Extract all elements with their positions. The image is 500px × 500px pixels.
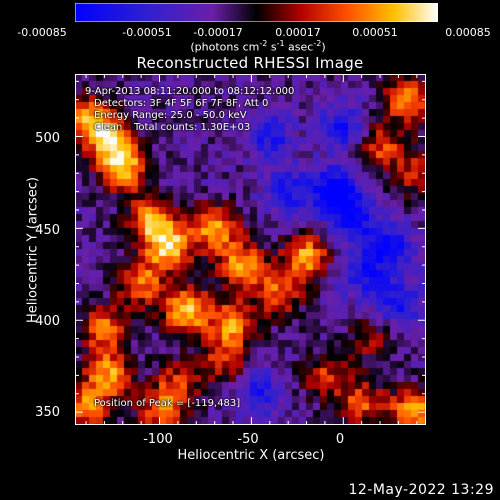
plot-frame <box>75 74 426 425</box>
colorbar-tick-label: -0.00085 <box>17 26 67 39</box>
colorbar-tick-label: 0.00051 <box>352 26 398 39</box>
plot-border <box>75 74 426 425</box>
colorbar-tick-label: -0.00051 <box>122 26 172 39</box>
timestamp: 12-May-2022 13:29 <box>348 482 494 498</box>
plot-area: 9-Apr-2013 08:11:20.000 to 08:12:12.000 … <box>75 74 426 425</box>
colorbar <box>75 3 438 22</box>
y-tick-label: 500 <box>35 131 60 146</box>
y-tick-label: 350 <box>35 405 60 420</box>
colorbar-unit-label: (photons cm-2 s-1 asec-2) <box>190 39 326 54</box>
annotation-method: Clean <box>94 122 123 133</box>
heatmap-image <box>75 74 426 425</box>
annotation-detectors: Detectors: 3F 4F 5F 6F 7F 8F, Att 0 <box>94 98 269 109</box>
x-tick-label: 0 <box>335 432 345 447</box>
x-tick-label: -100 <box>143 432 173 447</box>
annotation-total-counts: Total counts: 1.30E+03 <box>134 122 251 133</box>
chart-title: Reconstructed RHESSI Image <box>136 54 364 72</box>
annotation-peak-position: Position of Peak = [-119,483] <box>94 398 241 409</box>
colorbar-tick-label: -0.00017 <box>193 26 243 39</box>
y-axis-label: Heliocentric Y (arcsec) <box>25 177 41 323</box>
annotation-energy-range: Energy Range: 25.0 - 50.0 keV <box>94 110 247 121</box>
colorbar-tick-label: 0.00085 <box>445 26 491 39</box>
annotation-time-range: 9-Apr-2013 08:11:20.000 to 08:12:12.000 <box>85 86 295 97</box>
x-tick-label: -50 <box>237 432 259 447</box>
y-tick-label: 400 <box>35 314 60 329</box>
x-axis-label: Heliocentric X (arcsec) <box>177 448 325 463</box>
y-tick-label: 450 <box>35 223 60 238</box>
colorbar-tick-label: 0.00017 <box>275 26 321 39</box>
